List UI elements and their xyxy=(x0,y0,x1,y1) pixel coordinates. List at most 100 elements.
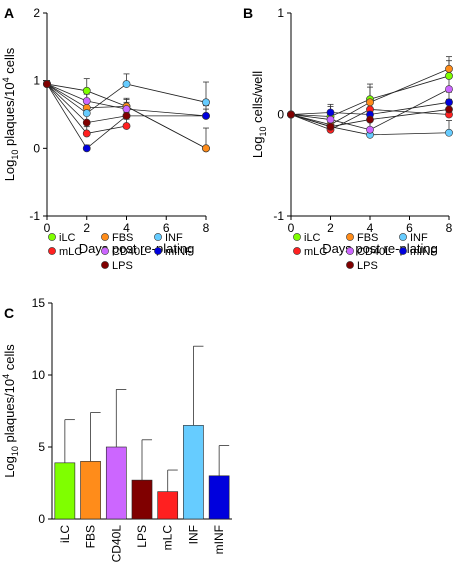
x-tick-label: 8 xyxy=(203,221,210,235)
data-point-lps xyxy=(326,122,335,131)
data-point-lps xyxy=(122,111,131,120)
y-axis-title: Log10 plaques/104 cells xyxy=(1,344,20,478)
y-tick-label: 1 xyxy=(277,6,284,20)
data-point-cd40l xyxy=(366,125,374,134)
x-tick-label: 6 xyxy=(163,221,170,235)
data-point-lps xyxy=(287,110,295,119)
x-tick-label: 4 xyxy=(367,221,374,235)
y-axis-title: Log10 cells/well xyxy=(250,71,268,158)
y-axis-title: Log10 plaques/104 cells xyxy=(1,47,20,181)
y-tick-label: -1 xyxy=(29,209,40,223)
legend-marker xyxy=(154,233,162,241)
x-tick-label: mINF xyxy=(212,525,226,554)
data-point-inf xyxy=(82,109,91,118)
series-line-minf xyxy=(46,83,206,149)
y-tick-label: 2 xyxy=(33,6,40,20)
bar-minf xyxy=(208,475,230,520)
data-point-minf xyxy=(202,111,210,120)
data-point-mlc xyxy=(82,129,91,138)
data-point-lps xyxy=(82,118,91,127)
y-tick-label: 0 xyxy=(33,141,40,155)
x-tick-label: 8 xyxy=(446,221,453,235)
legend-entry: LPS xyxy=(112,260,133,272)
data-point-lps xyxy=(445,105,453,114)
data-point-fbs xyxy=(366,98,374,107)
data-point-minf xyxy=(326,108,335,117)
legend-marker xyxy=(293,233,301,241)
legend-entry: mLC xyxy=(59,246,82,258)
x-tick-label: 4 xyxy=(123,221,130,235)
y-tick-label: -1 xyxy=(273,209,284,223)
series-line-fbs xyxy=(46,83,207,149)
data-point-cd40l xyxy=(326,115,335,124)
x-tick-label: INF xyxy=(186,525,200,544)
bar-fbs xyxy=(80,461,101,520)
data-point-inf xyxy=(122,80,131,88)
y-tick-label: 5 xyxy=(38,440,45,454)
legend-entry: CD40L xyxy=(357,246,391,258)
x-tick-label: 0 xyxy=(288,221,295,235)
legend-entry: mINF xyxy=(165,246,192,258)
data-point-lps xyxy=(366,115,374,124)
legend-entry: mINF xyxy=(410,246,437,258)
legend-entry: iLC xyxy=(59,232,76,244)
data-point-inf xyxy=(202,98,210,107)
legend-marker xyxy=(48,247,56,255)
data-point-ilc xyxy=(445,72,453,80)
panel-letter: C xyxy=(4,305,14,321)
data-point-cd40l xyxy=(122,105,131,113)
legend-marker xyxy=(399,233,407,241)
panel-letter: B xyxy=(243,5,253,21)
x-tick-label: 0 xyxy=(44,221,51,235)
legend-entry: iLC xyxy=(304,232,321,244)
panel-letter: A xyxy=(4,5,14,21)
series-line-cd40l xyxy=(290,88,450,131)
series-line-minf xyxy=(290,101,450,115)
legend-entry: LPS xyxy=(357,260,378,272)
legend-marker xyxy=(346,233,354,241)
legend-entry: mLC xyxy=(304,246,327,258)
data-point-inf xyxy=(445,128,453,137)
y-tick-label: 10 xyxy=(32,368,46,382)
legend-marker xyxy=(101,233,109,241)
x-tick-label: CD40L xyxy=(109,525,123,563)
y-tick-label: 0 xyxy=(38,512,45,526)
data-point-cd40l xyxy=(445,85,453,94)
bar-mlc xyxy=(157,491,179,520)
data-point-minf xyxy=(445,98,453,107)
x-tick-label: 2 xyxy=(83,221,90,235)
x-tick-label: FBS xyxy=(84,525,98,548)
data-point-minf xyxy=(82,144,91,153)
legend-entry: INF xyxy=(165,232,183,244)
legend-marker xyxy=(154,247,162,255)
legend-marker xyxy=(101,247,109,255)
data-point-cd40l xyxy=(82,97,91,105)
series-line-cd40l xyxy=(46,83,207,117)
legend-marker xyxy=(346,261,354,269)
series-line-inf xyxy=(46,83,207,114)
bar-ilc xyxy=(54,462,76,520)
legend-marker xyxy=(48,233,56,241)
legend-marker xyxy=(293,247,301,255)
bar-inf xyxy=(183,425,204,520)
legend-entry: INF xyxy=(410,232,428,244)
series-line-ilc xyxy=(290,75,450,117)
legend-marker xyxy=(399,247,407,255)
x-tick-label: mLC xyxy=(161,525,175,551)
x-tick-label: 2 xyxy=(327,221,334,235)
x-tick-label: iLC xyxy=(58,525,72,543)
series-line-mlc xyxy=(290,109,450,131)
legend-entry: CD40L xyxy=(112,246,146,258)
data-point-lps xyxy=(43,80,51,88)
x-tick-label: LPS xyxy=(135,525,149,548)
data-point-fbs xyxy=(202,144,210,153)
data-point-mlc xyxy=(122,122,131,130)
panel-c: C 0 5 10 15 iLC FBS CD40L LPS mLC INF mINF xyxy=(4,296,232,562)
y-tick-label: 1 xyxy=(33,74,40,88)
x-tick-label: 6 xyxy=(406,221,413,235)
legend-entry: FBS xyxy=(357,232,378,244)
